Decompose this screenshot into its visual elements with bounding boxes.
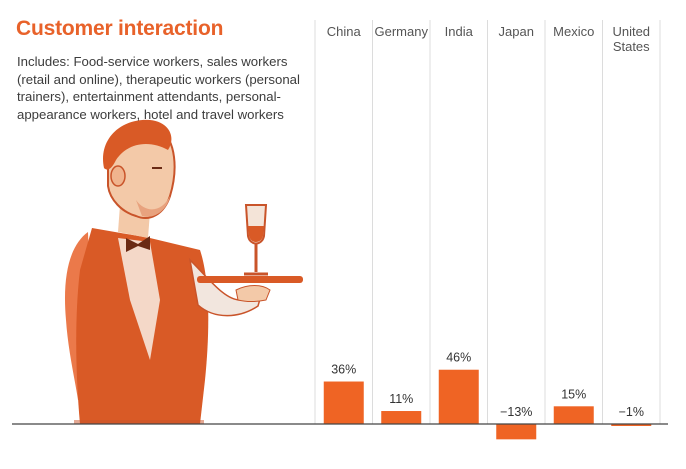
category-label-line: Mexico — [553, 24, 594, 39]
category-label: United States — [612, 24, 650, 54]
category-label-line: Germany — [375, 24, 429, 39]
category-label-line: States — [613, 39, 650, 54]
value-label: 11% — [389, 392, 413, 406]
category-label: Mexico — [553, 24, 594, 39]
waiter-illustration — [64, 119, 303, 424]
value-label: −1% — [619, 405, 644, 419]
bar-china — [323, 381, 364, 424]
value-label: −13% — [500, 405, 532, 419]
bars — [323, 369, 652, 440]
value-label: 15% — [561, 387, 586, 401]
category-labels: China Germany India Japan Mexico United States — [327, 24, 650, 54]
category-label-line: Japan — [499, 24, 534, 39]
value-label: 46% — [446, 351, 471, 365]
value-label: 36% — [331, 363, 356, 377]
bar-germany — [381, 411, 422, 424]
bar-japan — [496, 424, 537, 440]
category-label: China — [327, 24, 362, 39]
category-label: Japan — [499, 24, 534, 39]
bar-united-states — [611, 424, 652, 426]
value-labels: 36% 11% 46% −13% 15% −1% — [331, 351, 644, 419]
category-label: India — [445, 24, 474, 39]
bar-mexico — [553, 406, 594, 424]
waiter-with-wine-glass-icon — [64, 119, 303, 424]
category-label: Germany — [375, 24, 429, 39]
chart-title: Customer interaction — [16, 17, 224, 40]
category-label-line: India — [445, 24, 474, 39]
bar-india — [438, 369, 479, 424]
category-label-line: China — [327, 24, 362, 39]
category-label-line: United — [612, 24, 650, 39]
gridlines — [314, 20, 661, 424]
chart-description: Includes: Food-service workers, sales wo… — [17, 54, 300, 122]
